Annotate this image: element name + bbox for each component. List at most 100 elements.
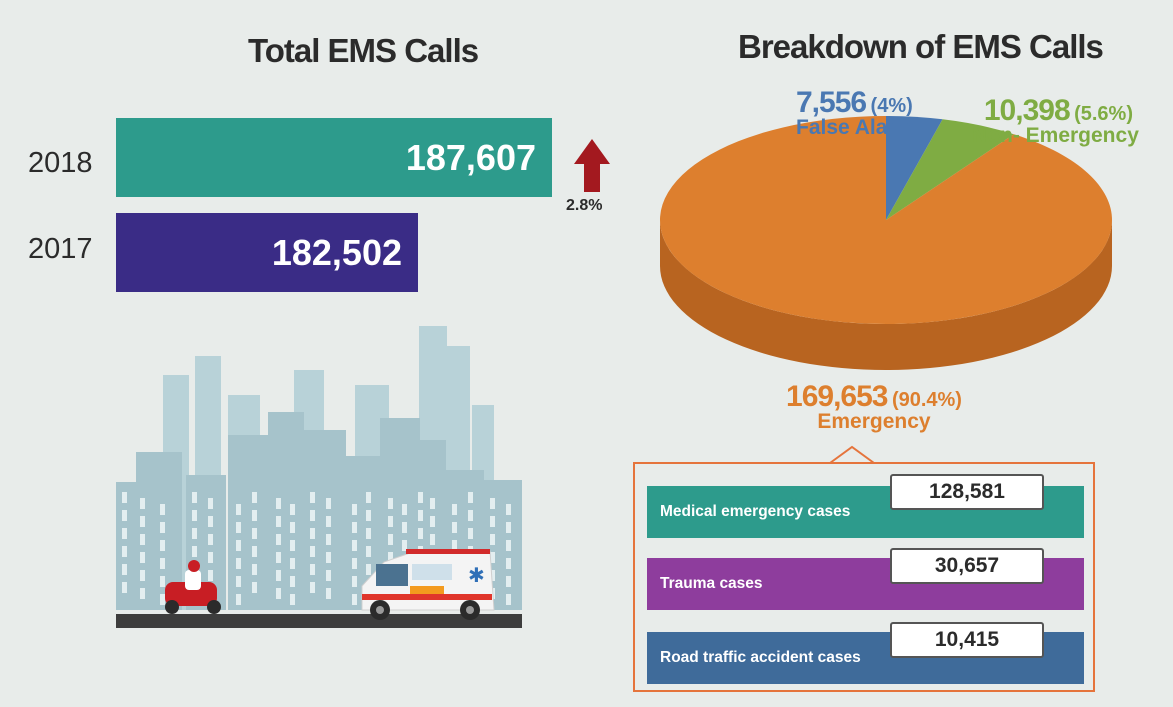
non-emergency-label: 10,398 (5.6%) Non- Emergency bbox=[972, 94, 1139, 148]
up-arrow-icon bbox=[574, 139, 610, 192]
window bbox=[352, 504, 357, 515]
bar-value-2017: 182,502 bbox=[271, 231, 402, 273]
window bbox=[366, 510, 371, 521]
window bbox=[236, 576, 241, 587]
window bbox=[252, 528, 257, 539]
window bbox=[418, 528, 423, 539]
window bbox=[326, 570, 331, 581]
window bbox=[160, 558, 165, 569]
window bbox=[192, 546, 197, 557]
window bbox=[418, 510, 423, 521]
window bbox=[276, 516, 281, 527]
window bbox=[290, 504, 295, 515]
window bbox=[290, 558, 295, 569]
window bbox=[122, 492, 127, 503]
window bbox=[140, 534, 145, 545]
window bbox=[160, 540, 165, 551]
window bbox=[310, 546, 315, 557]
window bbox=[160, 522, 165, 533]
window bbox=[352, 522, 357, 533]
ambulance-icon: ✱ bbox=[361, 549, 495, 620]
window bbox=[122, 564, 127, 575]
medical-emergency-value: 128,581 bbox=[890, 474, 1044, 510]
window bbox=[468, 528, 473, 539]
window bbox=[402, 522, 407, 533]
trauma-label: Trauma cases bbox=[660, 575, 763, 592]
window bbox=[352, 576, 357, 587]
year-label-2018: 2018 bbox=[28, 147, 93, 179]
window bbox=[252, 546, 257, 557]
road bbox=[116, 614, 522, 628]
window bbox=[252, 564, 257, 575]
emergency-label: 169,653 (90.4%) Emergency bbox=[766, 380, 982, 434]
window bbox=[140, 588, 145, 599]
window bbox=[366, 564, 371, 575]
window bbox=[310, 528, 315, 539]
window bbox=[352, 558, 357, 569]
window bbox=[506, 504, 511, 515]
pie-slice-false-alarm bbox=[886, 116, 943, 220]
window bbox=[276, 498, 281, 509]
window bbox=[290, 540, 295, 551]
window bbox=[310, 564, 315, 575]
window bbox=[506, 594, 511, 605]
window bbox=[276, 552, 281, 563]
bar-value-2018: 187,607 bbox=[405, 136, 536, 178]
window bbox=[236, 504, 241, 515]
window bbox=[388, 552, 393, 563]
year-label-2017: 2017 bbox=[28, 233, 93, 265]
window bbox=[252, 582, 257, 593]
window bbox=[310, 510, 315, 521]
window bbox=[326, 552, 331, 563]
window bbox=[402, 504, 407, 515]
svg-text:✱: ✱ bbox=[468, 563, 485, 587]
window bbox=[452, 504, 457, 515]
non-emergency-name: Non- Emergency bbox=[972, 124, 1139, 147]
window bbox=[430, 516, 435, 527]
window bbox=[236, 540, 241, 551]
emergency-pct: (90.4%) bbox=[891, 389, 962, 411]
window bbox=[430, 534, 435, 545]
window bbox=[352, 594, 357, 605]
false-alarm-value: 7,556 bbox=[796, 86, 867, 119]
window bbox=[192, 510, 197, 521]
pie-slice-emergency bbox=[660, 116, 1112, 324]
window bbox=[236, 594, 241, 605]
window bbox=[160, 504, 165, 515]
window bbox=[468, 492, 473, 503]
window bbox=[208, 534, 213, 545]
window bbox=[388, 516, 393, 527]
window bbox=[506, 522, 511, 533]
window bbox=[506, 540, 511, 551]
emergency-name: Emergency bbox=[817, 410, 931, 433]
window bbox=[490, 570, 495, 581]
window bbox=[122, 546, 127, 557]
window bbox=[236, 558, 241, 569]
emergency-breakdown-box bbox=[633, 462, 1095, 692]
emergency-value: 169,653 bbox=[786, 380, 888, 413]
window bbox=[140, 570, 145, 581]
window bbox=[366, 528, 371, 539]
trauma-value: 30,657 bbox=[890, 548, 1044, 584]
window bbox=[276, 534, 281, 545]
non-emergency-value: 10,398 bbox=[983, 94, 1071, 127]
road-traffic-label: Road traffic accident cases bbox=[660, 649, 861, 666]
window bbox=[490, 516, 495, 527]
scooter-icon bbox=[165, 560, 221, 614]
window bbox=[490, 498, 495, 509]
pie-side-wall bbox=[660, 220, 1112, 370]
road-traffic-value: 10,415 bbox=[890, 622, 1044, 658]
window bbox=[236, 522, 241, 533]
window bbox=[326, 534, 331, 545]
window bbox=[160, 576, 165, 587]
window bbox=[430, 498, 435, 509]
window bbox=[402, 540, 407, 551]
window bbox=[452, 522, 457, 533]
window bbox=[276, 570, 281, 581]
window bbox=[452, 540, 457, 551]
bar-2018: 187,607 bbox=[116, 118, 552, 197]
window bbox=[418, 492, 423, 503]
